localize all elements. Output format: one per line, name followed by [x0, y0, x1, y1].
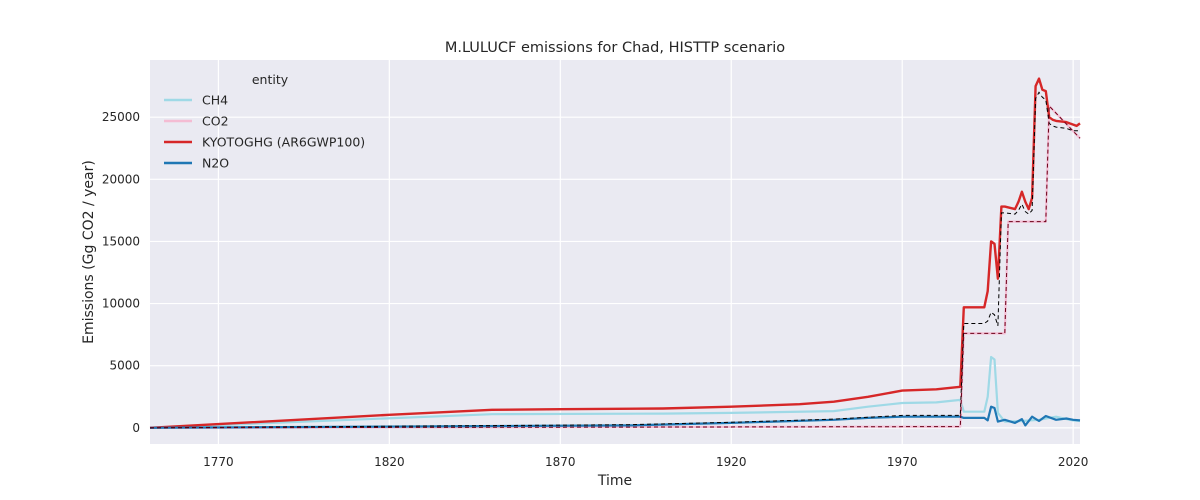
- x-tick-label: 2020: [1058, 455, 1089, 469]
- x-tick-label: 1770: [203, 455, 234, 469]
- x-tick-label: 1970: [887, 455, 918, 469]
- legend-label: CH4: [202, 93, 228, 108]
- series-lines: [149, 77, 1081, 429]
- x-tick-label: 1920: [716, 455, 747, 469]
- plot-area: [150, 60, 1080, 444]
- x-tick-label: 1820: [374, 455, 405, 469]
- series-line-kyotoghg-ar6gwp100: [149, 77, 1081, 429]
- legend-label: N2O: [202, 156, 229, 171]
- reference-line-1: [149, 91, 1080, 429]
- x-tick-labels: 1770 1820 1870 1920 1970 2020: [203, 455, 1088, 469]
- legend-title: entity: [252, 72, 289, 87]
- y-tick-label: 0: [132, 421, 140, 435]
- x-axis-label: Time: [597, 473, 632, 489]
- y-tick-label: 5000: [109, 359, 140, 373]
- y-tick-label: 10000: [102, 297, 140, 311]
- x-tick-label: 1870: [545, 455, 576, 469]
- y-tick-label: 20000: [102, 172, 140, 186]
- legend-label: CO2: [202, 114, 229, 129]
- y-tick-labels: 0 5000 10000 15000 20000 25000: [102, 110, 140, 435]
- series-line-n2o: [149, 405, 1081, 429]
- y-axis-label: Emissions (Gg CO2 / year): [81, 160, 97, 344]
- legend-label: KYOTOGHG (AR6GWP100): [202, 135, 365, 150]
- chart-title: M.LULUCF emissions for Chad, HISTTP scen…: [445, 40, 785, 56]
- y-tick-label: 25000: [102, 110, 140, 124]
- y-tick-label: 15000: [102, 234, 140, 248]
- reference-lines: [149, 91, 1081, 429]
- legend: entity CH4 CO2 KYOTOGHG (AR6GWP100) N2O: [164, 72, 365, 171]
- reference-line-2: [149, 104, 1081, 429]
